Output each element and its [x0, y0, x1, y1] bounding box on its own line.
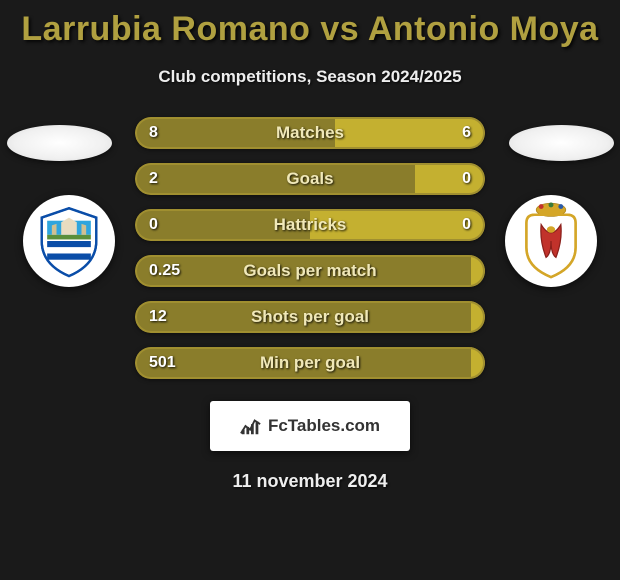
- stat-row: 12Shots per goal: [135, 301, 485, 333]
- page-title: Larrubia Romano vs Antonio Moya: [0, 10, 620, 49]
- fctables-logo: FcTables.com: [210, 401, 410, 451]
- stat-label: Min per goal: [135, 353, 485, 373]
- player-avatar-left: [4, 125, 114, 161]
- stat-row: 0.25Goals per match: [135, 255, 485, 287]
- stat-label: Goals: [135, 169, 485, 189]
- stats-area: 8Matches62Goals00Hattricks00.25Goals per…: [0, 117, 620, 379]
- stat-row: 2Goals0: [135, 163, 485, 195]
- stat-rows: 8Matches62Goals00Hattricks00.25Goals per…: [135, 117, 485, 379]
- stat-label: Shots per goal: [135, 307, 485, 327]
- club-badge-right: [502, 192, 600, 290]
- stat-label: Hattricks: [135, 215, 485, 235]
- avatar-placeholder-icon: [509, 125, 614, 161]
- chart-icon: [240, 416, 262, 436]
- stat-value-right: 6: [462, 124, 471, 142]
- stat-row: 501Min per goal: [135, 347, 485, 379]
- stat-row: 8Matches6: [135, 117, 485, 149]
- club-badge-left: [20, 192, 118, 290]
- logo-text: FcTables.com: [268, 416, 380, 436]
- stat-label: Matches: [135, 123, 485, 143]
- stat-row: 0Hattricks0: [135, 209, 485, 241]
- subtitle: Club competitions, Season 2024/2025: [0, 67, 620, 87]
- player-avatar-right: [506, 125, 616, 161]
- date-text: 11 november 2024: [0, 471, 620, 492]
- malaga-badge-icon: [23, 195, 115, 287]
- avatar-placeholder-icon: [7, 125, 112, 161]
- stat-value-right: 0: [462, 170, 471, 188]
- stat-label: Goals per match: [135, 261, 485, 281]
- stat-value-right: 0: [462, 216, 471, 234]
- zaragoza-badge-icon: [505, 195, 597, 287]
